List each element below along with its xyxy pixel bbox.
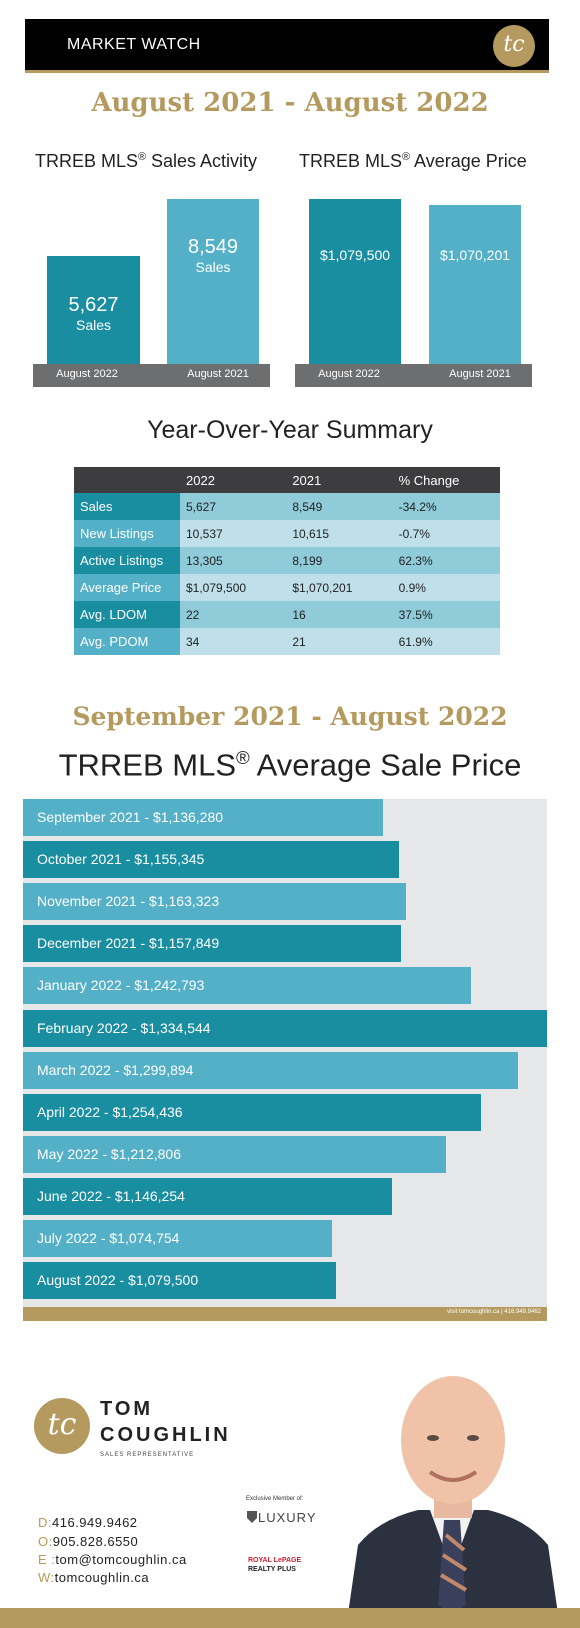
panel-footer-strip: visit tomcoughlin.ca | 416.949.9462: [23, 1307, 547, 1321]
footer-bar: [0, 1608, 580, 1628]
price-hbar-july-2022: July 2022 - $1,074,754: [23, 1220, 332, 1257]
header-title: MARKET WATCH: [67, 36, 201, 53]
exclusive-member-label: Exclusive Member of:: [246, 1496, 304, 1502]
sales-bar-unit: Sales: [195, 259, 231, 275]
summary-table: 2022 2021 % Change Sales 5,627 8,549 -34.2%…: [74, 467, 500, 655]
sales-bar-value: 8,549: [187, 236, 239, 258]
summary-col-header: 2022: [180, 467, 287, 493]
price-axis: August 2022 August 2021: [295, 364, 532, 387]
table-row: Sales 5,627 8,549 -34.2%: [74, 493, 500, 520]
contact-website[interactable]: W:tomcoughlin.ca: [38, 1570, 150, 1585]
summary-col-header: 2021: [286, 467, 393, 493]
price-bar-value: $1,079,500: [319, 247, 391, 263]
summary-title: Year-Over-Year Summary: [147, 416, 433, 444]
avg-sale-price-title: TRREB MLS® Average Sale Price: [58, 747, 522, 783]
agent-first-name: TOM: [100, 1398, 154, 1420]
agent-last-name: COUGHLIN: [100, 1424, 231, 1446]
tc-logo: tc: [493, 25, 535, 67]
sales-axis: August 2022 August 2021: [33, 364, 270, 387]
tc-logo-footer: tc: [34, 1398, 90, 1454]
table-row: New Listings 10,537 10,615 -0.7%: [74, 520, 500, 547]
panel-footer-text: visit tomcoughlin.ca | 416.949.9462: [447, 1309, 541, 1315]
price-hbar-march-2022: March 2022 - $1,299,894: [23, 1052, 518, 1089]
period-title-2: September 2021 - August 2022: [72, 702, 508, 731]
price-axis-label: August 2021: [449, 368, 511, 380]
contact-office: O:905.828.6550: [38, 1534, 139, 1549]
luxury-logo: LUXURY: [246, 1510, 317, 1525]
sales-bar-value: 5,627: [68, 294, 119, 316]
price-bar-value: $1,070,201: [439, 247, 511, 263]
sales-activity-title: TRREB MLS® Sales Activity: [35, 151, 258, 171]
price-hbar-february-2022: February 2022 - $1,334,544: [23, 1010, 547, 1047]
price-hbar-november-2021: November 2021 - $1,163,323: [23, 883, 406, 920]
sales-bar-unit: Sales: [75, 317, 112, 333]
sales-axis-label: August 2022: [56, 368, 118, 380]
price-bar-august-2022: $1,079,500: [309, 199, 401, 364]
table-row: Average Price $1,079,500 $1,070,201 0.9%: [74, 574, 500, 601]
price-bar-august-2021: $1,070,201: [429, 205, 521, 364]
header-bar: MARKET WATCH tc: [25, 19, 549, 73]
sales-bar-august-2022: 5,627 Sales: [47, 256, 140, 364]
table-row: Active Listings 13,305 8,199 62.3%: [74, 547, 500, 574]
agent-photo: [348, 1376, 558, 1614]
contact-direct: D:416.949.9462: [38, 1515, 138, 1530]
sales-axis-label: August 2021: [187, 368, 249, 380]
price-hbar-april-2022: April 2022 - $1,254,436: [23, 1094, 481, 1131]
table-row: Avg. LDOM 22 16 37.5%: [74, 601, 500, 628]
price-axis-label: August 2022: [318, 368, 380, 380]
price-hbar-june-2022: June 2022 - $1,146,254: [23, 1178, 392, 1215]
price-hbar-january-2022: January 2022 - $1,242,793: [23, 967, 471, 1004]
price-hbar-october-2021: October 2021 - $1,155,345: [23, 841, 399, 878]
price-hbar-december-2021: December 2021 - $1,157,849: [23, 925, 401, 962]
luxury-crest-icon: [247, 1511, 257, 1523]
summary-col-header: [74, 467, 180, 493]
agent-role: SALES REPRESENTATIVE: [100, 1452, 195, 1458]
royal-lepage-logo: ROYAL LePAGE REALTY PLUS: [248, 1557, 302, 1573]
summary-header-row: 2022 2021 % Change: [74, 467, 500, 493]
sales-bar-august-2021: 8,549 Sales: [167, 199, 259, 364]
price-hbar-september-2021: September 2021 - $1,136,280: [23, 799, 383, 836]
period-title-1: August 2021 - August 2022: [91, 88, 489, 118]
avg-price-title: TRREB MLS® Average Price: [299, 151, 527, 171]
summary-col-header: % Change: [392, 467, 500, 493]
table-row: Avg. PDOM 34 21 61.9%: [74, 628, 500, 655]
price-hbar-august-2022: August 2022 - $1,079,500: [23, 1262, 336, 1299]
price-hbar-may-2022: May 2022 - $1,212,806: [23, 1136, 446, 1173]
contact-email[interactable]: E :tom@tomcoughlin.ca: [38, 1552, 187, 1567]
